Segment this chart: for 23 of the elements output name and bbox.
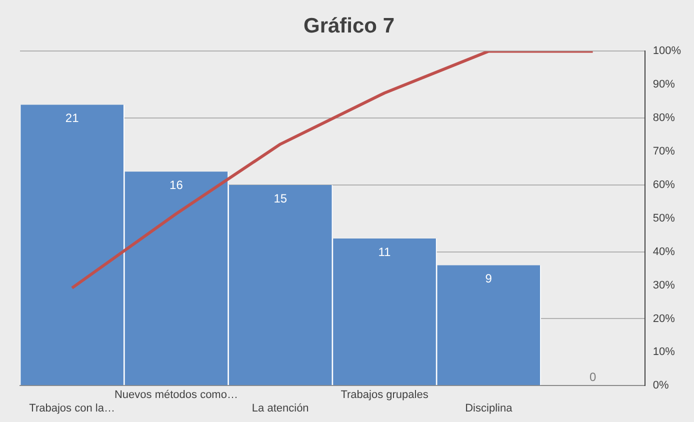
x-tick-label: Trabajos con la…	[29, 402, 115, 414]
y2-tick-label: 90%	[652, 78, 676, 91]
x-tick-label: Nuevos métodos como…	[114, 389, 238, 402]
data-label: 16	[170, 178, 184, 192]
y2-tick-label: 70%	[652, 146, 676, 158]
x-tick-label: Trabajos grupales	[340, 389, 429, 402]
y2-tick-label: 50%	[652, 212, 676, 224]
chart-title: Gráfico 7	[303, 14, 395, 38]
data-label: 11	[378, 244, 392, 259]
y2-tick-label: 80%	[652, 112, 676, 124]
y2-tick-label: 20%	[652, 312, 676, 325]
y2-tick-label: 10%	[652, 346, 676, 358]
y2-tick-label: 40%	[652, 246, 676, 258]
data-label: 0	[589, 370, 596, 384]
x-tick-label: Disciplina	[465, 402, 514, 414]
x-tick-label: La atención	[252, 402, 309, 414]
y2-tick-label: 0%	[652, 380, 669, 392]
y2-tick-label: 60%	[652, 178, 676, 191]
y2-tick-label: 100%	[652, 45, 682, 58]
data-label: 21	[65, 111, 80, 126]
data-label: 15	[274, 191, 288, 206]
y2-tick-label: 30%	[652, 279, 676, 292]
data-label: 9	[485, 272, 492, 286]
